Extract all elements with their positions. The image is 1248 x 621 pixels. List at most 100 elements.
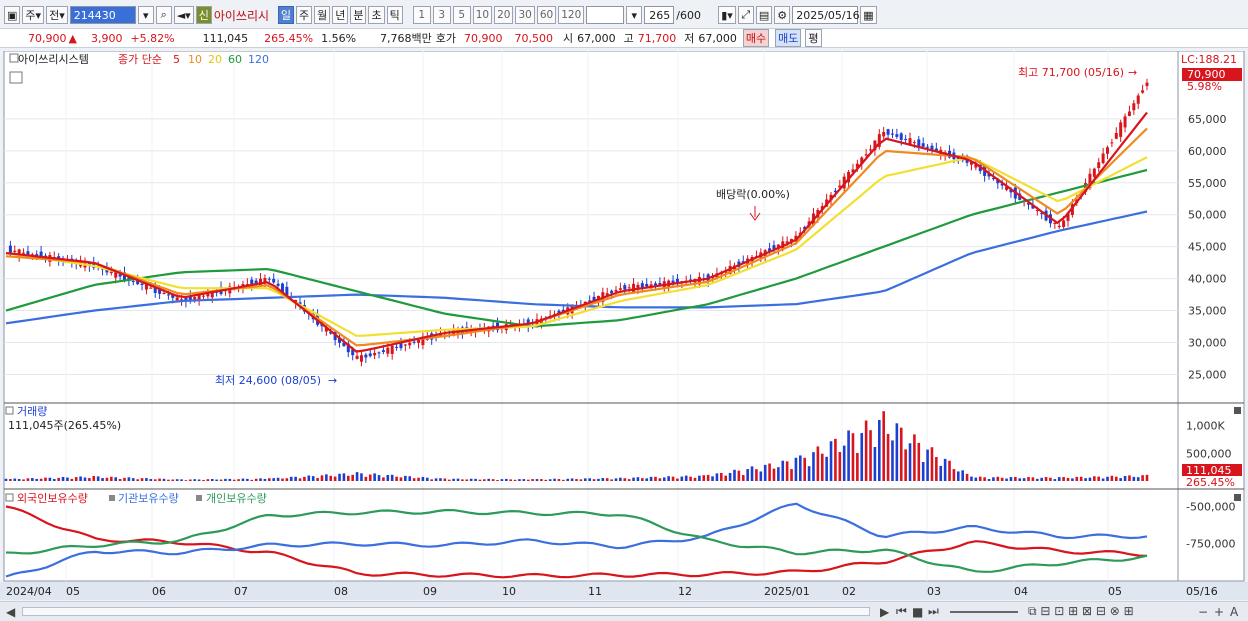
buy-button[interactable]: 매수 bbox=[742, 29, 770, 47]
candle bbox=[1057, 225, 1061, 228]
view-type-select[interactable]: 전 ▾ bbox=[46, 6, 68, 24]
text-icon[interactable]: A bbox=[1230, 604, 1239, 619]
item-type-select[interactable]: 주 ▾ bbox=[22, 6, 45, 24]
volume-bar bbox=[88, 478, 91, 481]
volume-bar bbox=[74, 477, 78, 481]
period-second[interactable]: 초 bbox=[368, 6, 385, 24]
candle bbox=[136, 280, 140, 285]
candle bbox=[131, 280, 135, 282]
count-input[interactable]: 265 bbox=[644, 6, 675, 24]
panel-toggle-icon[interactable] bbox=[5, 493, 14, 502]
volume-bar bbox=[1136, 477, 1140, 481]
volume-bar bbox=[17, 478, 21, 481]
volume-bar bbox=[1128, 475, 1131, 481]
period-year[interactable]: 년 bbox=[332, 6, 349, 24]
volume-bar bbox=[66, 477, 69, 481]
volume-bar bbox=[175, 479, 179, 481]
price-panel-name: 아이쓰리시스템 bbox=[18, 53, 89, 66]
volume-bar bbox=[294, 476, 297, 481]
table-icon[interactable] bbox=[9, 71, 23, 84]
volume-bar bbox=[706, 474, 710, 481]
average-button[interactable]: 평 bbox=[805, 29, 822, 47]
stock-chart[interactable]: 65,000 60,000 55,000 50,000 45,000 40,000 35,0… bbox=[0, 51, 1248, 601]
volume-bar bbox=[22, 479, 25, 481]
fast-forward-icon[interactable]: ⏭ bbox=[928, 604, 939, 618]
date-input[interactable]: 2025/05/16 bbox=[792, 6, 860, 24]
volume-bar bbox=[70, 478, 74, 481]
volume-bar bbox=[873, 447, 877, 481]
drawing-tool-icon[interactable]: ⤢ bbox=[737, 6, 754, 24]
right-arrow-icon: → bbox=[1128, 66, 1137, 79]
close-icon[interactable] bbox=[1234, 494, 1241, 501]
save-icon[interactable]: ▤ bbox=[755, 6, 773, 24]
interval-20[interactable]: 20 bbox=[494, 6, 514, 24]
speaker-icon[interactable]: ◄▾ bbox=[173, 6, 194, 24]
scroll-left-icon[interactable]: ◀ bbox=[6, 604, 16, 619]
interval-30[interactable]: 30 bbox=[515, 6, 535, 24]
gear-icon[interactable]: ⚙ bbox=[774, 6, 791, 24]
quote-change-pct: +5.82% bbox=[130, 31, 175, 45]
volume-bar bbox=[368, 474, 372, 481]
layout-icon[interactable]: ▣ bbox=[4, 6, 21, 24]
rewind-icon[interactable]: ⏮ bbox=[896, 604, 907, 618]
volume-bar bbox=[702, 475, 706, 481]
interval-120[interactable]: 120 bbox=[558, 6, 585, 24]
period-month[interactable]: 월 bbox=[314, 6, 331, 24]
candle bbox=[92, 262, 96, 268]
code-dropdown-button[interactable]: ▾ bbox=[137, 6, 154, 24]
period-week[interactable]: 주 bbox=[295, 6, 313, 24]
period-tick[interactable]: 틱 bbox=[386, 6, 403, 24]
period-day[interactable]: 일 bbox=[277, 6, 294, 24]
volume-bar bbox=[983, 477, 986, 481]
candle bbox=[956, 158, 960, 160]
volume-bar bbox=[114, 477, 118, 481]
candle-type-icon[interactable]: ▮▾ bbox=[718, 6, 736, 24]
volume-bar bbox=[895, 423, 899, 481]
candle bbox=[623, 285, 627, 290]
interval-5[interactable]: 5 bbox=[452, 6, 471, 24]
volume-bar bbox=[623, 478, 627, 481]
interval-60[interactable]: 60 bbox=[536, 6, 557, 24]
volume-bar bbox=[215, 479, 218, 481]
layout-icons[interactable]: ⧉ ⊟ ⊡ ⊞ ⊠ ⊟ ⊗ ⊞ bbox=[1028, 604, 1134, 618]
stop-icon[interactable]: ■ bbox=[912, 604, 924, 619]
interval-10[interactable]: 10 bbox=[472, 6, 493, 24]
search-icon[interactable]: ⌕ bbox=[155, 6, 172, 24]
volume-bar bbox=[917, 442, 921, 481]
zoom-in-icon[interactable]: + bbox=[1214, 604, 1225, 619]
volume-bar bbox=[1106, 476, 1109, 481]
candle bbox=[355, 355, 359, 359]
volume-bar bbox=[864, 420, 868, 481]
candle bbox=[1005, 186, 1009, 190]
calendar-icon[interactable]: ▦ bbox=[860, 6, 877, 24]
panel-toggle-icon[interactable] bbox=[5, 406, 14, 415]
interval-dropdown-button[interactable]: ▾ bbox=[626, 6, 643, 24]
candle bbox=[373, 352, 377, 356]
close-icon[interactable] bbox=[1234, 407, 1241, 414]
candle bbox=[280, 283, 284, 293]
interval-1[interactable]: 1 bbox=[412, 6, 431, 24]
volume-bar bbox=[799, 455, 802, 481]
low-label: 저 bbox=[684, 32, 695, 45]
volume-bar bbox=[408, 476, 412, 481]
volume-bar bbox=[96, 476, 100, 481]
scroll-right-icon[interactable]: ▶ bbox=[880, 604, 890, 619]
candle bbox=[39, 251, 43, 259]
candle bbox=[1101, 153, 1105, 164]
candle bbox=[193, 297, 197, 300]
sell-button[interactable]: 매도 bbox=[775, 29, 802, 47]
volume-bar bbox=[153, 479, 157, 481]
horizontal-scrollbar[interactable] bbox=[22, 607, 870, 616]
zoom-slider[interactable] bbox=[950, 611, 1018, 613]
interval-3[interactable]: 3 bbox=[432, 6, 451, 24]
zoom-out-icon[interactable]: − bbox=[1198, 604, 1209, 619]
panel-toggle-icon[interactable] bbox=[9, 53, 19, 63]
volume-bar bbox=[658, 478, 662, 481]
volume-bar bbox=[1005, 478, 1008, 481]
candle bbox=[803, 226, 807, 230]
volume-bar bbox=[500, 479, 504, 481]
volume-bar bbox=[807, 466, 811, 481]
interval-custom-input[interactable] bbox=[586, 6, 625, 24]
stock-code-input[interactable]: 214430 bbox=[69, 6, 136, 24]
period-minute[interactable]: 분 bbox=[350, 6, 367, 24]
